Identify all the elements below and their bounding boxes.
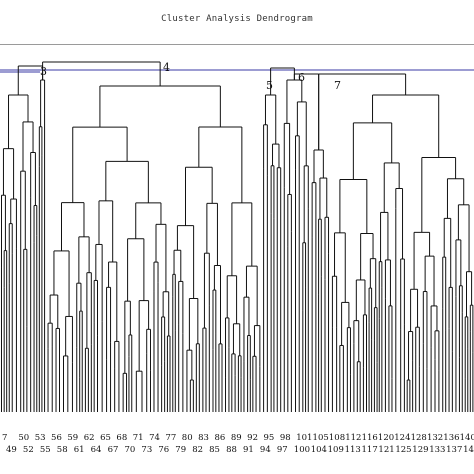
leaf-label: 141 [463, 445, 474, 455]
leaf-label: 116 [362, 433, 378, 443]
leaf-label: 64 [91, 445, 102, 455]
leaf-label: 109 [328, 445, 344, 455]
leaf-label: 129 [412, 445, 428, 455]
leaf-label: 97 [277, 445, 288, 455]
leaf-label: 100 [294, 445, 310, 455]
leaf-label: 70 [125, 445, 136, 455]
leaf-label: 73 [141, 445, 152, 455]
cluster-label: 3 [40, 65, 47, 78]
leaf-label: 58 [57, 445, 68, 455]
leaf-label: 125 [395, 445, 411, 455]
leaf-label: 136 [443, 433, 459, 443]
leaf-label: 71 [133, 433, 144, 443]
leaf-label: 55 [40, 445, 51, 455]
leaf-label: 62 [84, 433, 95, 443]
leaf-label: 50 [18, 433, 29, 443]
leaf-label: 7 [2, 433, 7, 443]
leaf-label: 77 [165, 433, 176, 443]
leaf-label: 82 [192, 445, 203, 455]
leaf-label: 113 [345, 445, 361, 455]
leaf-label: 105 [313, 433, 329, 443]
leaf-label: 121 [378, 445, 394, 455]
leaf-label: 86 [214, 433, 225, 443]
leaf-label: 76 [158, 445, 169, 455]
leaf-label: 67 [108, 445, 119, 455]
leaf-label: 53 [35, 433, 46, 443]
leaf-label: 85 [209, 445, 220, 455]
leaf-label: 133 [429, 445, 445, 455]
leaf-label: 95 [264, 433, 275, 443]
leaf-label: 49 [6, 445, 17, 455]
leaf-label: 91 [243, 445, 254, 455]
leaf-label: 137 [446, 445, 462, 455]
cluster-label: 6 [298, 71, 305, 84]
leaf-label: 112 [345, 433, 361, 443]
leaf-label: 117 [362, 445, 378, 455]
leaf-label: 128 [411, 433, 427, 443]
leaf-label: 56 [51, 433, 62, 443]
leaf-label: 65 [100, 433, 111, 443]
leaf-label: 132 [427, 433, 443, 443]
leaf-label: 120 [378, 433, 394, 443]
leaf-label: 98 [280, 433, 291, 443]
leaf-label: 104 [311, 445, 327, 455]
cluster-label: 5 [266, 79, 273, 92]
leaf-label: 61 [74, 445, 85, 455]
leaf-label: 88 [226, 445, 237, 455]
leaf-label: 52 [23, 445, 34, 455]
leaf-label: 80 [182, 433, 193, 443]
leaf-label: 68 [116, 433, 127, 443]
leaf-label: 79 [175, 445, 186, 455]
leaf-label: 59 [67, 433, 78, 443]
chart-title: Cluster Analysis Dendrogram [161, 14, 313, 24]
header-band: Cluster Analysis Dendrogram [0, 0, 474, 44]
leaf-label: 83 [198, 433, 209, 443]
leaf-label: 124 [394, 433, 410, 443]
leaf-label: 140 [460, 433, 474, 443]
leaf-label: 74 [149, 433, 160, 443]
leaf-label: 101 [296, 433, 312, 443]
leaf-label: 89 [231, 433, 242, 443]
cluster-label: 7 [334, 79, 341, 92]
leaf-label: 92 [247, 433, 258, 443]
leaf-label: 108 [329, 433, 345, 443]
cluster-label: 4 [163, 61, 170, 74]
leaf-label: 94 [260, 445, 271, 455]
